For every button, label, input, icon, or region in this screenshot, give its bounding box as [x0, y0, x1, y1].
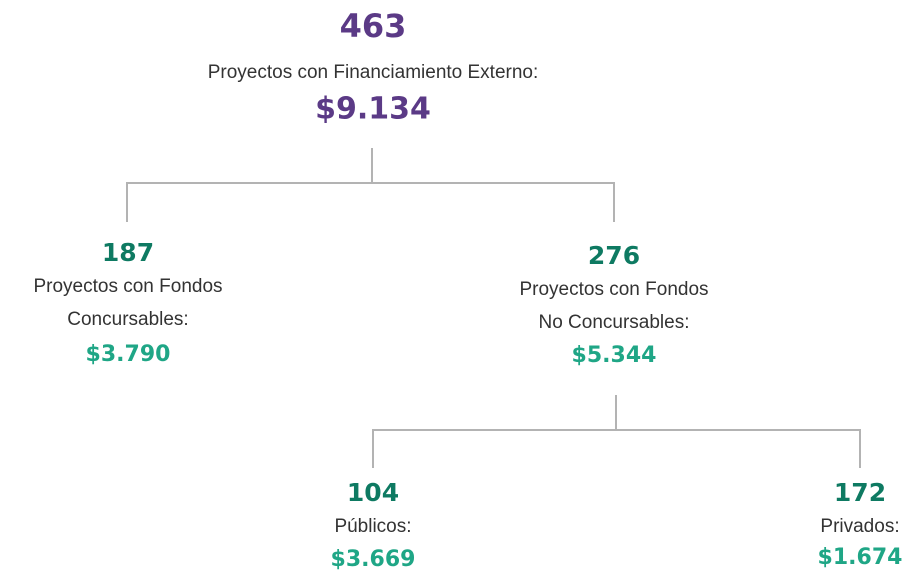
- node-amount: $5.344: [572, 343, 657, 368]
- node-count: 463: [340, 7, 407, 45]
- node-count: 172: [834, 478, 886, 507]
- node-amount: $1.674: [818, 545, 903, 570]
- node-count: 276: [588, 241, 640, 270]
- node-label: Proyectos con Fondos: [33, 276, 222, 297]
- node-label: Proyectos con Fondos: [519, 279, 708, 300]
- node-amount: $9.134: [315, 92, 431, 127]
- node-label: Concursables:: [67, 309, 188, 330]
- connector: [372, 395, 861, 468]
- node-count: 187: [102, 238, 154, 267]
- node-amount: $3.669: [331, 547, 416, 572]
- node-label: Privados:: [820, 516, 899, 537]
- connector: [126, 148, 615, 222]
- node-label: No Concursables:: [538, 312, 689, 333]
- node-label: Públicos:: [334, 516, 411, 537]
- node-count: 104: [347, 478, 399, 507]
- node-amount: $3.790: [86, 342, 171, 367]
- node-label: Proyectos con Financiamiento Externo:: [208, 62, 539, 83]
